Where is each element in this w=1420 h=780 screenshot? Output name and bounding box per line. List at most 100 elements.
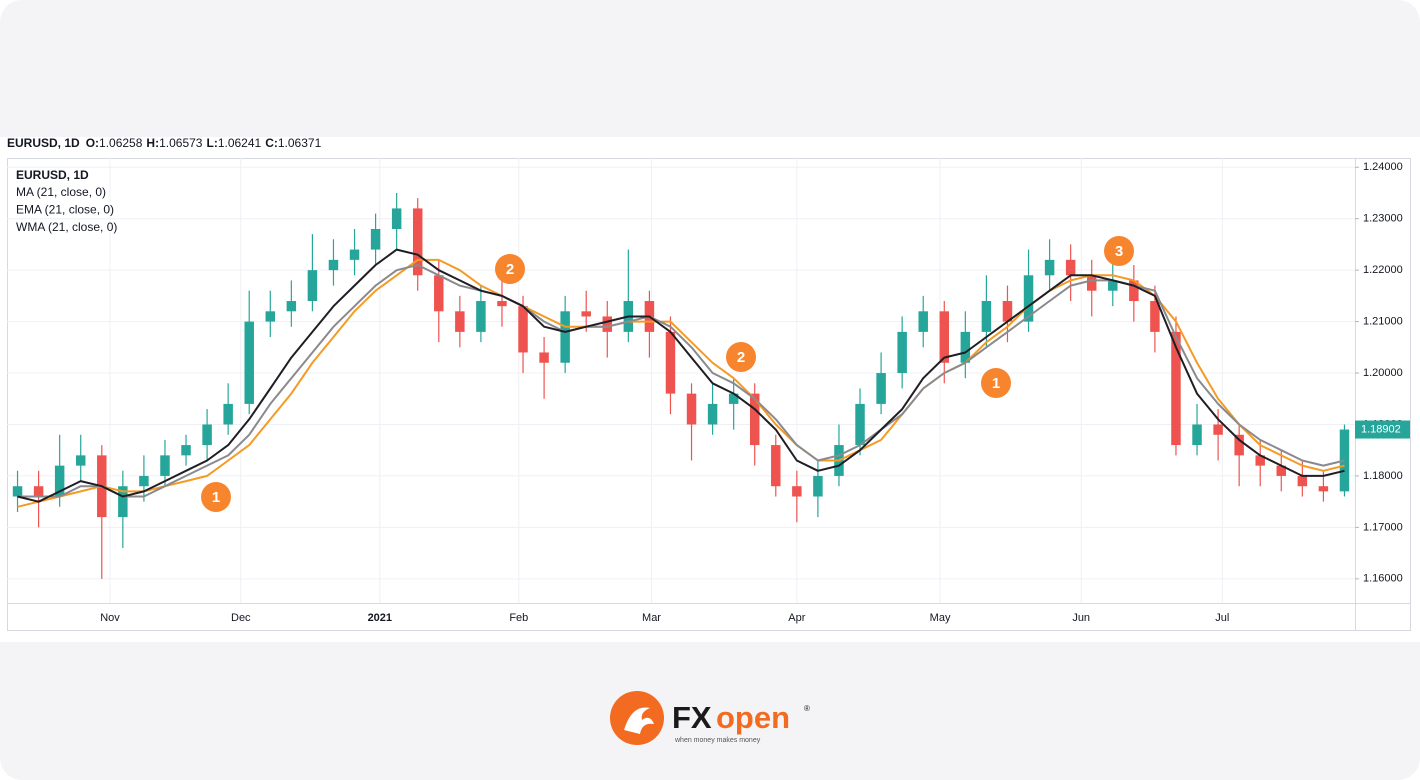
legend-title: EURUSD, 1D	[16, 168, 89, 182]
candle-body	[1234, 434, 1244, 456]
candle-body	[960, 331, 971, 363]
candles	[12, 192, 1350, 579]
candle-body	[412, 208, 423, 276]
candle-body	[581, 311, 591, 317]
candle-body	[1318, 486, 1329, 492]
annotation: 1	[212, 489, 220, 506]
y-tick-label: 1.18000	[1363, 470, 1403, 482]
candle-body	[518, 306, 528, 353]
x-tick-label: Dec	[231, 612, 251, 624]
candle-body	[1108, 280, 1118, 291]
candle-body	[455, 311, 465, 332]
candle-body	[749, 393, 760, 446]
chart-panel	[0, 137, 1420, 642]
legend-entry: WMA (21, close, 0)	[16, 220, 117, 234]
y-tick-label: 1.24000	[1363, 161, 1403, 173]
candle-body	[771, 445, 781, 487]
logo: FX open ® when money makes money	[610, 691, 810, 745]
candle-body	[792, 486, 802, 497]
logo-registered: ®	[804, 704, 810, 713]
candle-body	[1276, 465, 1287, 476]
candle-body	[1255, 455, 1265, 466]
candle-body	[1065, 259, 1076, 276]
candle-body	[139, 475, 149, 487]
logo-prefix: FX	[672, 700, 712, 735]
candle-body	[497, 301, 507, 307]
candle-body	[160, 455, 170, 476]
logo-suffix: open	[716, 700, 790, 735]
candle-body	[1192, 424, 1202, 446]
candle-body	[328, 259, 339, 271]
candle-body	[244, 321, 254, 404]
candle-body	[939, 311, 950, 363]
annotation: 2	[737, 349, 745, 366]
candle-body	[897, 331, 907, 374]
y-tick-label: 1.23000	[1363, 213, 1403, 225]
legend-entry: EMA (21, close, 0)	[16, 203, 114, 217]
annotation-badge	[201, 482, 231, 512]
y-tick-label: 1.20000	[1363, 367, 1403, 379]
candle-body	[118, 486, 128, 518]
candle-body	[370, 228, 381, 250]
candle-body	[1171, 331, 1181, 446]
header-field-label: L:	[206, 136, 217, 150]
x-tick-label: Apr	[788, 612, 805, 624]
y-tick-label: 1.16000	[1363, 573, 1403, 585]
x-tick-label: Nov	[100, 612, 120, 624]
x-tick-label: Mar	[642, 612, 661, 624]
x-tick-label: Jun	[1072, 612, 1090, 624]
header: EURUSD, 1D O:1.06258 H:1.06573 L:1.06241 C:1…	[7, 136, 322, 150]
x-tick-label: May	[930, 612, 951, 624]
candle-body	[434, 275, 444, 312]
candle-body	[1023, 275, 1034, 322]
candle-body	[728, 393, 739, 404]
candle-body	[1044, 259, 1055, 276]
candle-body	[855, 403, 865, 446]
indicator-line	[17, 258, 1345, 508]
price-tag	[1355, 420, 1410, 439]
legend-entry: MA (21, close, 0)	[16, 185, 106, 199]
logo-emblem-shape	[624, 707, 654, 734]
candle-body	[75, 455, 86, 466]
annotation: 2	[506, 261, 514, 278]
candle-body	[12, 486, 23, 497]
candle-body	[539, 352, 549, 363]
header-field-label: H:	[146, 136, 159, 150]
candle-body	[560, 311, 570, 363]
candle-body	[265, 311, 276, 322]
y-tick-label: 1.17000	[1363, 521, 1403, 533]
candle-body	[876, 373, 886, 404]
header-field-value: 1.06573	[159, 136, 203, 150]
candle-body	[602, 316, 613, 332]
y-tick-label: 1.21000	[1363, 316, 1403, 328]
annotation-badge	[1104, 236, 1134, 266]
annotation: 3	[1115, 243, 1123, 260]
candle-body	[202, 424, 212, 446]
candle-body	[476, 301, 486, 332]
candle-body	[813, 475, 823, 497]
price-tag-label: 1.18902	[1361, 423, 1401, 435]
header-field-value: 1.06258	[99, 136, 143, 150]
y-tick-label: 1.22000	[1363, 264, 1403, 276]
header-field-label: C:	[265, 136, 278, 150]
x-tick-label: Jul	[1215, 612, 1229, 624]
logo-tagline: when money makes money	[674, 737, 761, 744]
candle-body	[918, 311, 928, 332]
annotation-badge	[495, 254, 525, 284]
candle-body	[223, 403, 233, 425]
annotation-badge	[726, 342, 756, 372]
candle-body	[707, 403, 718, 425]
header-field-value: 1.06371	[278, 136, 322, 150]
candle-body	[686, 393, 697, 425]
candle-body	[307, 270, 318, 302]
x-tick-label: 2021	[368, 612, 392, 624]
candle-body	[1213, 424, 1223, 435]
candle-body	[181, 445, 191, 456]
candle-body	[54, 465, 65, 497]
annotation-badge	[981, 368, 1011, 398]
candle-body	[1086, 275, 1097, 291]
candle-body	[665, 331, 676, 394]
candle-body	[1129, 280, 1139, 302]
candle-body	[1150, 301, 1160, 332]
